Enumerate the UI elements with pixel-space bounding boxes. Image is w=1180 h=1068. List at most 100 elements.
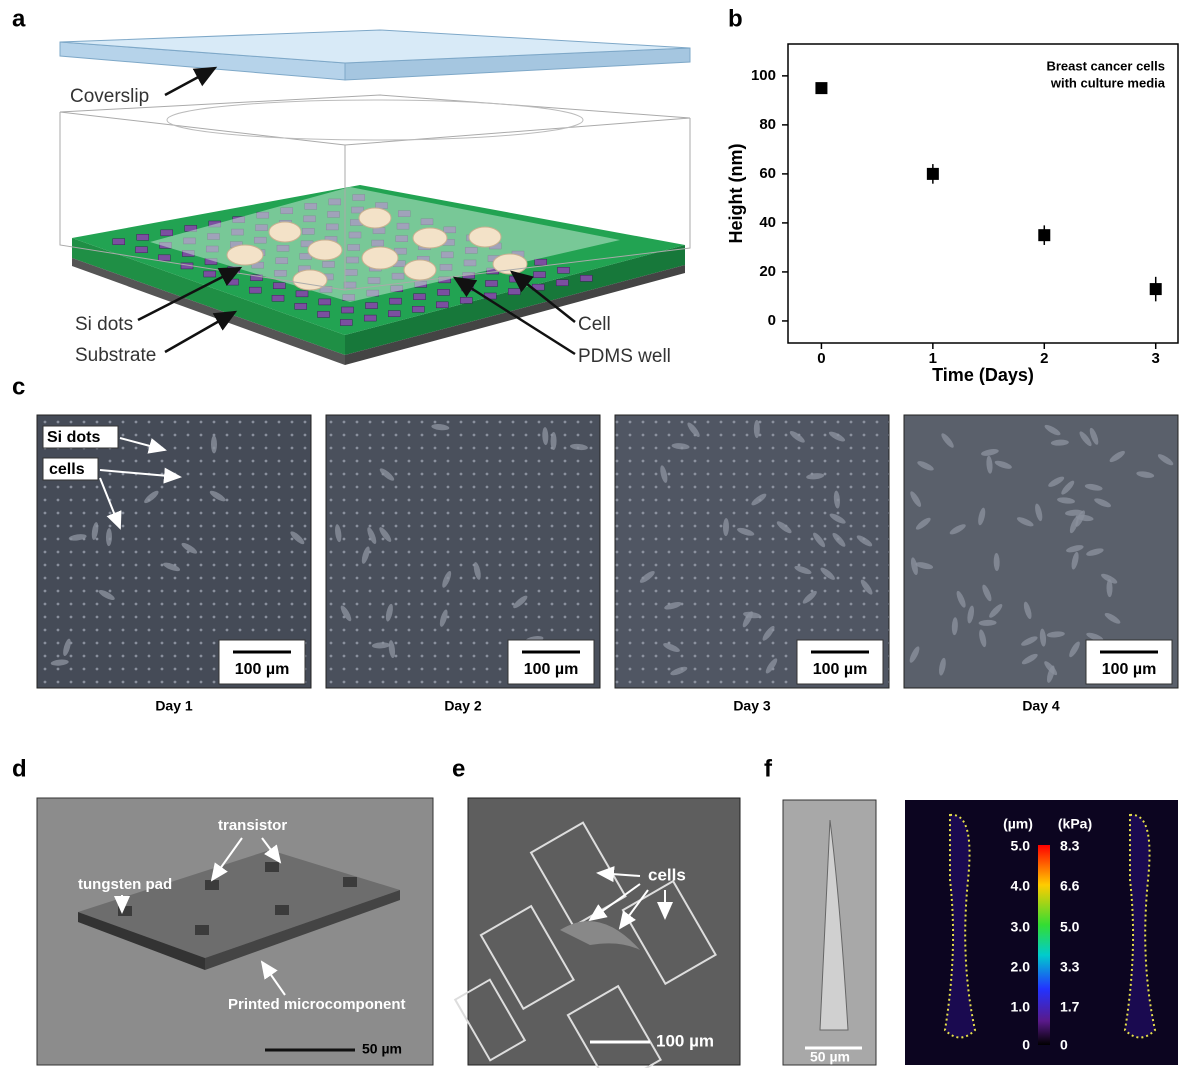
- cell: [550, 432, 557, 451]
- si-dot: [340, 319, 353, 326]
- annotation: with culture media: [1050, 75, 1166, 90]
- cell: [1084, 483, 1103, 491]
- cell: [209, 490, 226, 502]
- cell: [981, 449, 999, 456]
- cell: [1109, 450, 1125, 463]
- day-caption: Day 2: [444, 698, 482, 714]
- device-schematic: Coverslip Si dots Substrate Cell PDMS we…: [59, 29, 691, 367]
- panel-label: d: [12, 755, 27, 782]
- stiffness-map: [1123, 813, 1157, 1039]
- scale-label: 100 µm: [235, 661, 290, 678]
- scale-label: 100 µm: [656, 1031, 714, 1050]
- cell: [833, 490, 840, 509]
- cell: [978, 619, 997, 626]
- si-dot: [341, 306, 354, 314]
- si-dot: [249, 286, 262, 294]
- cell: [1021, 653, 1038, 665]
- si-dot: [273, 282, 286, 289]
- x-axis-label: Time (Days): [932, 365, 1034, 385]
- cell: [1046, 631, 1065, 638]
- cell: [660, 465, 668, 483]
- cell: [210, 435, 217, 454]
- annotation: Breast cancer cells: [1046, 58, 1165, 73]
- cell: [751, 493, 767, 506]
- cell: [144, 490, 159, 504]
- cells: [226, 207, 528, 291]
- si-dot: [556, 279, 569, 286]
- cell: [1101, 573, 1118, 584]
- label: Substrate: [75, 345, 156, 366]
- label: Cell: [578, 314, 611, 335]
- arrows: [588, 866, 673, 930]
- si-dot: [413, 293, 426, 300]
- colorbar: [1038, 845, 1050, 1045]
- cell: [986, 455, 993, 474]
- cell: [98, 589, 115, 601]
- colorbar-label: 3.3: [1060, 959, 1080, 975]
- cell: [1104, 612, 1121, 624]
- cell: [1066, 545, 1084, 553]
- cell: [664, 601, 682, 610]
- pdms-hole: [166, 99, 584, 141]
- si-dot: [437, 289, 450, 296]
- panel-label: f: [764, 755, 773, 782]
- si-dot: [317, 311, 330, 318]
- cell: [819, 819, 849, 1031]
- sem-image: transistor tungsten pad Printed microcom…: [36, 797, 434, 1066]
- cell: [335, 524, 342, 543]
- cell: [762, 625, 775, 641]
- panel-label: c: [12, 373, 25, 400]
- si-dot: [318, 298, 331, 306]
- cell: [794, 565, 812, 575]
- colorbar-label: 2.0: [1011, 959, 1031, 975]
- panel-label: e: [452, 755, 465, 782]
- substrate-side: [345, 245, 685, 355]
- label-box: [42, 425, 119, 449]
- cell: [1016, 517, 1034, 527]
- si-dot: [388, 310, 401, 317]
- cell: [1157, 454, 1174, 466]
- cell: [663, 643, 680, 653]
- substrate-base: [72, 258, 345, 365]
- cell: [388, 640, 396, 659]
- x-tick-label: 2: [1040, 350, 1048, 367]
- y-tick-label: 0: [768, 312, 776, 329]
- scale-label: 100 µm: [1102, 661, 1157, 678]
- cell: [979, 629, 987, 648]
- y-tick-label: 60: [759, 165, 776, 182]
- cell: [473, 562, 481, 580]
- colorbar-label: 1.7: [1060, 999, 1080, 1015]
- panel-label: a: [12, 5, 26, 32]
- label: PDMS well: [578, 346, 671, 367]
- cell: [860, 579, 873, 595]
- si-dot: [485, 280, 498, 287]
- cell-image: cells 100 µm: [453, 797, 741, 1068]
- label: cells: [648, 865, 686, 884]
- label-box: [42, 457, 99, 481]
- si-dot: [436, 301, 449, 309]
- label: Si dots: [75, 314, 133, 335]
- arrow: [119, 437, 167, 454]
- scale-label: 100 µm: [813, 661, 868, 678]
- y-tick-label: 20: [759, 263, 776, 280]
- label: tungsten pad: [78, 876, 172, 893]
- cell: [1136, 471, 1155, 478]
- label: Coverslip: [70, 86, 149, 107]
- height-map: [943, 813, 977, 1039]
- cell: [949, 524, 966, 535]
- cell: [379, 527, 392, 542]
- cell: [1050, 439, 1069, 446]
- si-dot: [389, 297, 402, 305]
- cell: [639, 571, 655, 583]
- cell: [1075, 514, 1094, 522]
- cell: [941, 433, 954, 448]
- colorbar-label: 4.0: [1011, 878, 1031, 894]
- cell: [915, 562, 934, 570]
- cell: [956, 590, 966, 608]
- si-dot: [460, 297, 473, 304]
- height-chart: 0 20 40 60 80 100 0 1 2 3 Time (Days) Height (nm) Br…: [726, 43, 1179, 385]
- si-dot: [508, 288, 521, 295]
- colorbar-label: 0: [1060, 1037, 1068, 1053]
- si-dot: [136, 234, 149, 241]
- cell: [982, 584, 992, 602]
